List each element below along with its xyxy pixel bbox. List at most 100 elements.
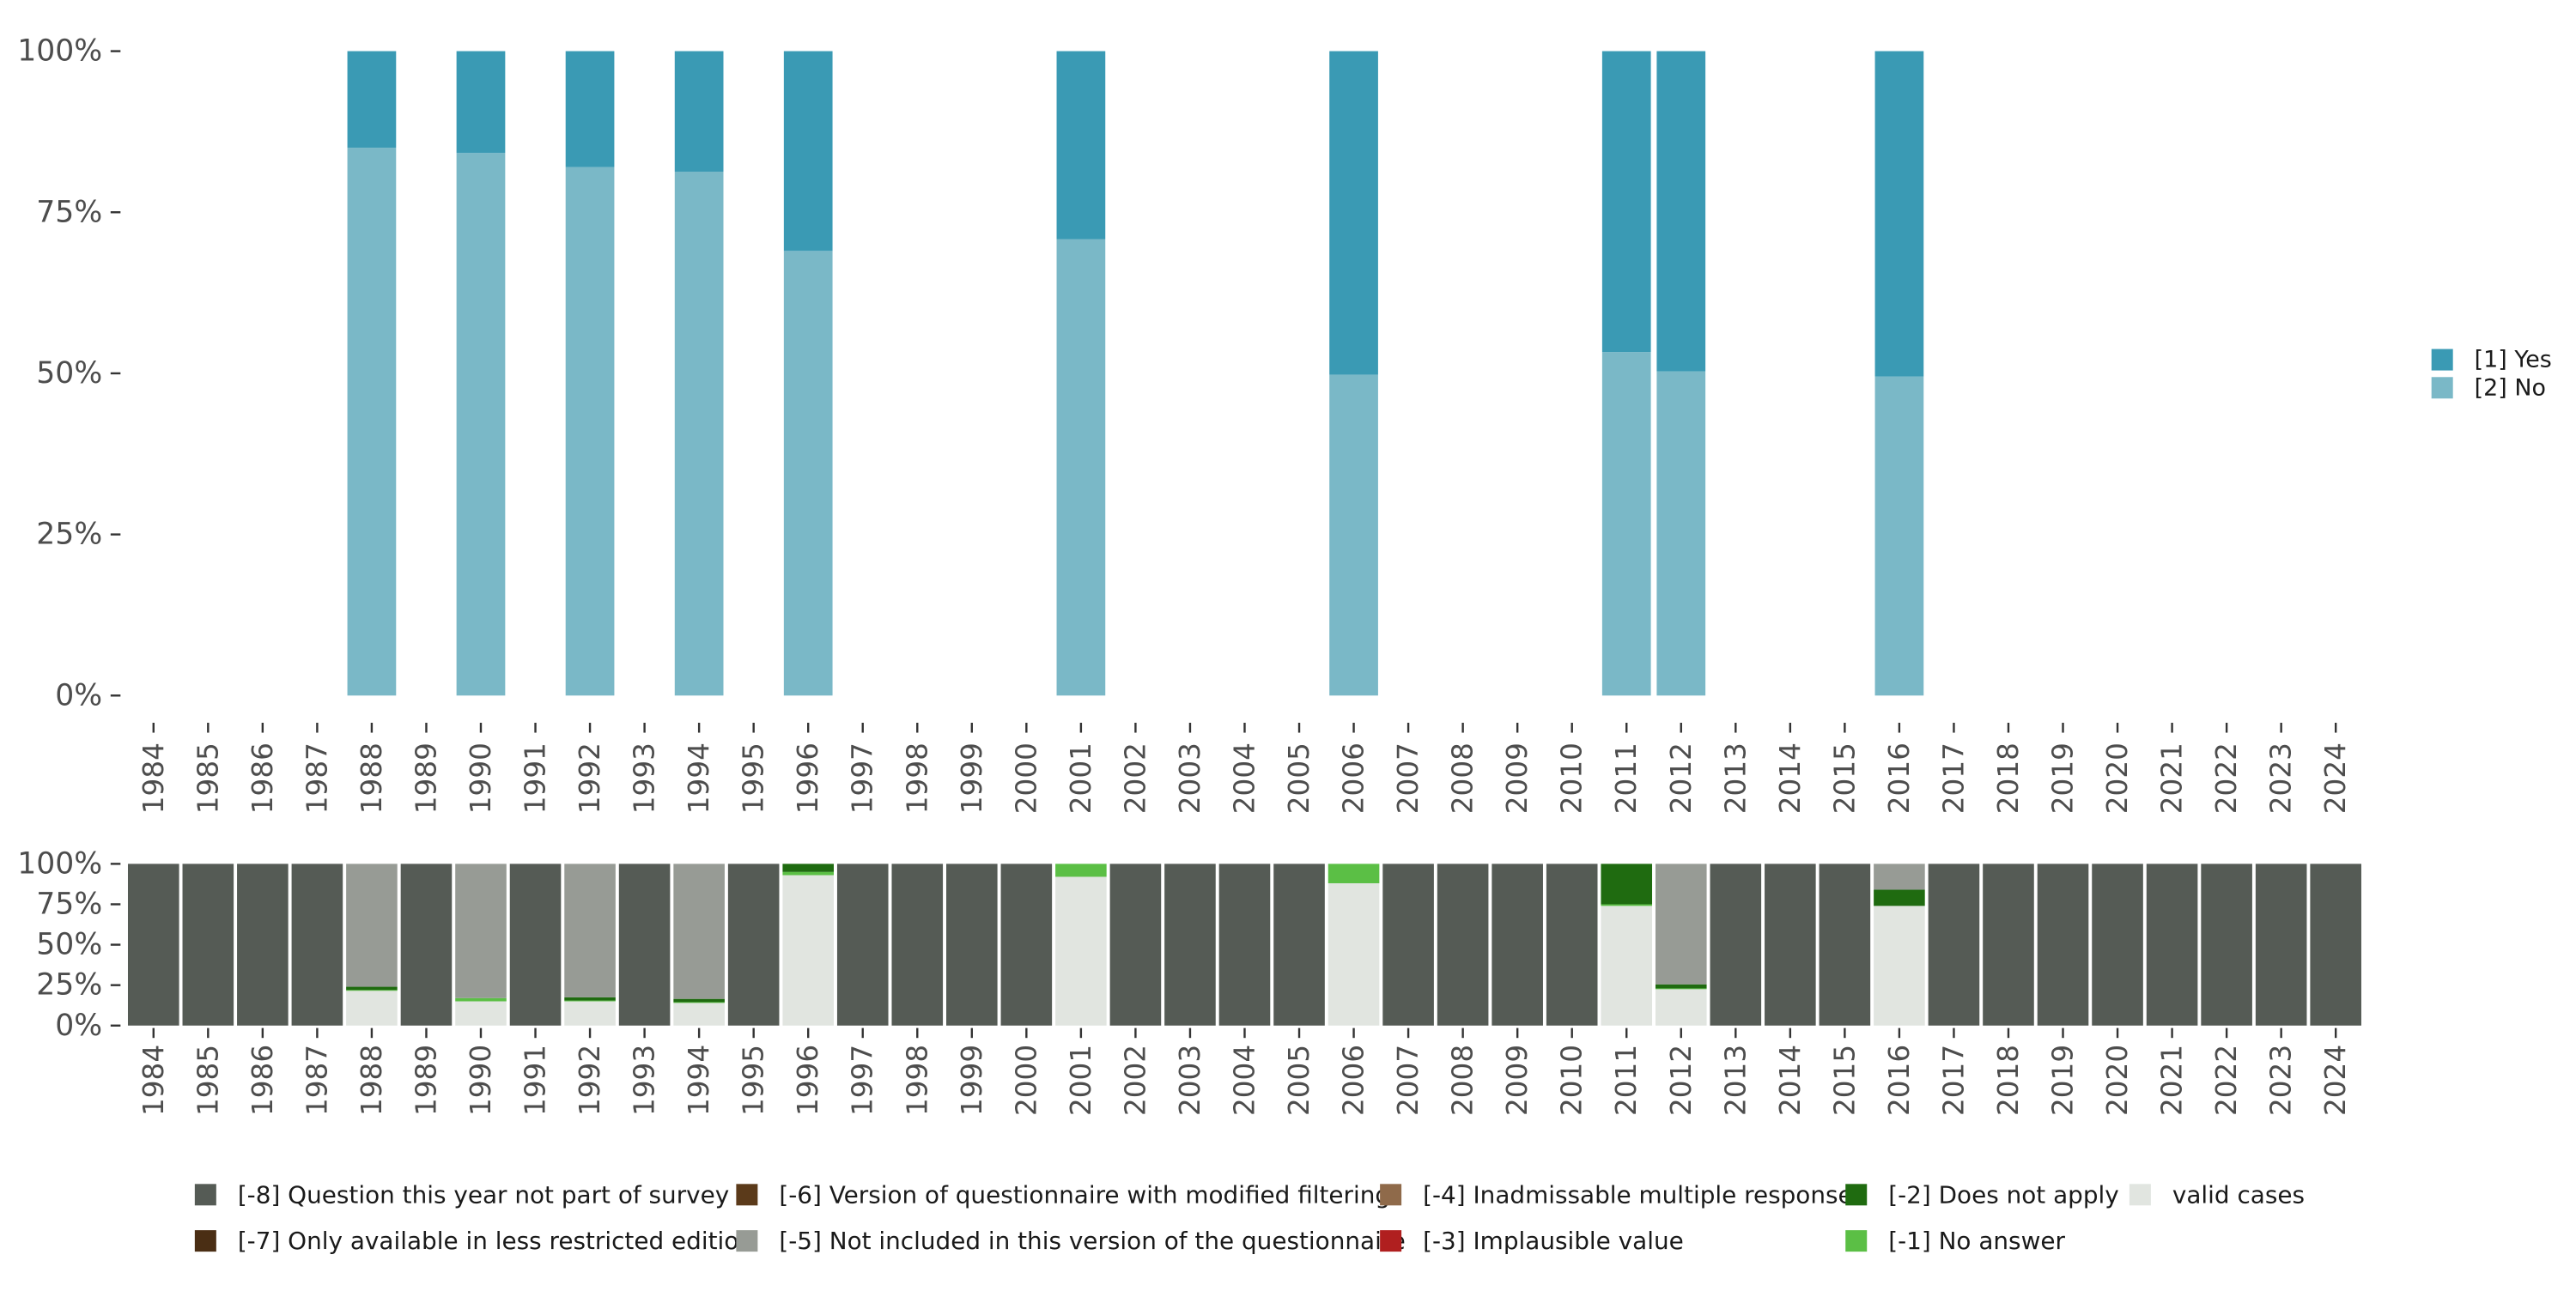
top-bar-segment <box>1656 371 1706 696</box>
bottom-bar-segment <box>1218 864 1271 1026</box>
top-x-tick-label: 2021 <box>2156 742 2189 814</box>
top-bar-segment <box>1874 376 1924 696</box>
top-x-tick-label: 2001 <box>1065 742 1097 814</box>
bottom-x-tick-label: 1995 <box>738 1045 770 1116</box>
bottom-bar-segment <box>1601 906 1653 1026</box>
bottom-x-tick-label: 1996 <box>792 1045 824 1116</box>
bottom-legend-swatch <box>194 1184 216 1206</box>
top-x-tick-label: 1999 <box>956 742 988 814</box>
bottom-x-tick-label: 2013 <box>1719 1045 1752 1116</box>
top-x-tick-label: 2020 <box>2101 742 2134 814</box>
bottom-bar-segment <box>182 864 234 1026</box>
bottom-bar-segment <box>1655 864 1707 985</box>
bottom-x-tick-label: 1984 <box>137 1045 170 1116</box>
bottom-bar-segment <box>1655 984 1707 989</box>
top-bar-segment <box>456 153 506 696</box>
bottom-bar-segment <box>2092 864 2143 1026</box>
bottom-legend-swatch <box>194 1230 216 1252</box>
bottom-legend-label: [-5] Not included in this version of the… <box>779 1227 1405 1255</box>
bottom-bar-segment <box>564 1000 616 1002</box>
bottom-x-tick-label: 2014 <box>1774 1045 1807 1116</box>
top-x-tick-label: 2000 <box>1010 742 1042 814</box>
top-x-tick-label: 1998 <box>901 742 933 814</box>
top-y-tick-label: 75% <box>36 195 102 229</box>
bottom-chart: 0% 25% 50% 75% 100% 1984 1985 1986 1987 1988 1989 1… <box>17 846 2361 1116</box>
bottom-bar-segment <box>127 864 179 1026</box>
top-x-tick-label: 1997 <box>847 742 879 814</box>
bottom-bar-segment <box>455 864 507 998</box>
bottom-bar-segment <box>564 997 616 1001</box>
bottom-bar-segment <box>2146 864 2198 1026</box>
bottom-bar-segment <box>1819 864 1871 1026</box>
top-x-tick-label: 2005 <box>1283 742 1315 814</box>
bottom-legend-label: [-7] Only available in less restricted e… <box>238 1227 754 1255</box>
top-x-tick-label: 2022 <box>2210 742 2243 814</box>
bottom-x-tick-label: 1987 <box>301 1045 333 1116</box>
top-x-tick-label: 2003 <box>1174 742 1206 814</box>
bottom-bar-segment <box>673 1003 725 1026</box>
top-y-tick-label: 25% <box>36 518 102 552</box>
top-x-tick-label: 1987 <box>301 742 333 814</box>
top-bar-segment <box>1656 51 1706 372</box>
top-x-tick-label: 2023 <box>2265 742 2298 814</box>
bottom-x-tick-label: 2001 <box>1065 1045 1097 1116</box>
bottom-legend-label: [-1] No answer <box>1888 1227 2065 1255</box>
bottom-legend-swatch <box>2129 1184 2151 1206</box>
top-bar-segment <box>1056 51 1106 239</box>
top-x-tick-label: 1995 <box>738 742 770 814</box>
top-x-tick-label: 2011 <box>1610 742 1643 814</box>
bottom-x-tick-label: 2007 <box>1392 1045 1425 1116</box>
top-x-tick-label: 2008 <box>1447 742 1479 814</box>
top-bar-segment <box>1056 239 1106 696</box>
top-x-tick-label: 2015 <box>1828 742 1861 814</box>
bottom-legend-swatch <box>736 1184 758 1206</box>
bottom-bar-segment <box>1327 882 1380 1026</box>
top-x-tick-label: 2024 <box>2319 742 2352 814</box>
top-bar-segment <box>347 51 397 148</box>
bottom-x-tick-label: 2002 <box>1119 1045 1151 1116</box>
top-bar-segment <box>565 51 615 167</box>
top-x-tick-label: 1994 <box>683 742 715 814</box>
bottom-bar-segment <box>1874 864 1925 890</box>
top-bar-segment <box>1874 51 1924 377</box>
bottom-y-tick-label: 100% <box>17 846 102 881</box>
bottom-x-tick-label: 2000 <box>1010 1045 1042 1116</box>
bottom-x-tick-label: 2024 <box>2319 1045 2352 1116</box>
bottom-bar-segment <box>564 864 616 997</box>
bottom-bar-segment <box>1164 864 1216 1026</box>
bottom-bar-segment <box>673 998 725 1003</box>
top-y-tick-label: 100% <box>17 34 102 69</box>
top-x-tick-label: 2014 <box>1774 742 1807 814</box>
bottom-x-tick-label: 1998 <box>901 1045 933 1116</box>
top-x-tick-label: 1988 <box>355 742 388 814</box>
bottom-bar-segment <box>346 990 398 991</box>
bottom-bar-segment <box>1000 864 1053 1026</box>
bottom-x-tick-label: 2015 <box>1828 1045 1861 1116</box>
bottom-bar-segment <box>1601 904 1653 906</box>
bottom-bar-segment <box>1710 864 1762 1026</box>
top-x-tick-label: 1996 <box>792 742 824 814</box>
bottom-x-tick-label: 2021 <box>2156 1045 2189 1116</box>
top-x-tick-label: 2019 <box>2047 742 2080 814</box>
bottom-bar-segment <box>291 864 343 1026</box>
bottom-bar-segment <box>2201 864 2252 1026</box>
bottom-bar-segment <box>1437 864 1489 1026</box>
top-x-tick-label: 2013 <box>1719 742 1752 814</box>
bottom-bar-segment <box>946 864 998 1026</box>
bottom-x-tick-label: 1994 <box>683 1045 715 1116</box>
bottom-bar-segment <box>836 864 889 1026</box>
bottom-x-tick-label: 1992 <box>574 1045 606 1116</box>
top-x-tick-label: 1984 <box>137 742 170 814</box>
top-x-tick-label: 2002 <box>1119 742 1151 814</box>
bottom-bar-segment <box>346 991 398 1026</box>
top-bar-segment <box>1329 51 1378 375</box>
bottom-bar-segment <box>782 864 835 872</box>
bottom-bar-segment <box>1928 864 1980 1026</box>
bottom-bar-segment <box>400 864 453 1026</box>
bottom-bar-segment <box>1546 864 1598 1026</box>
top-bar-segment <box>347 148 397 696</box>
top-legend-swatch <box>2431 349 2453 371</box>
bottom-bar-segment <box>455 1001 507 1026</box>
bottom-legend-label: [-2] Does not apply <box>1888 1180 2119 1209</box>
bottom-x-tick-label: 2004 <box>1228 1045 1261 1116</box>
